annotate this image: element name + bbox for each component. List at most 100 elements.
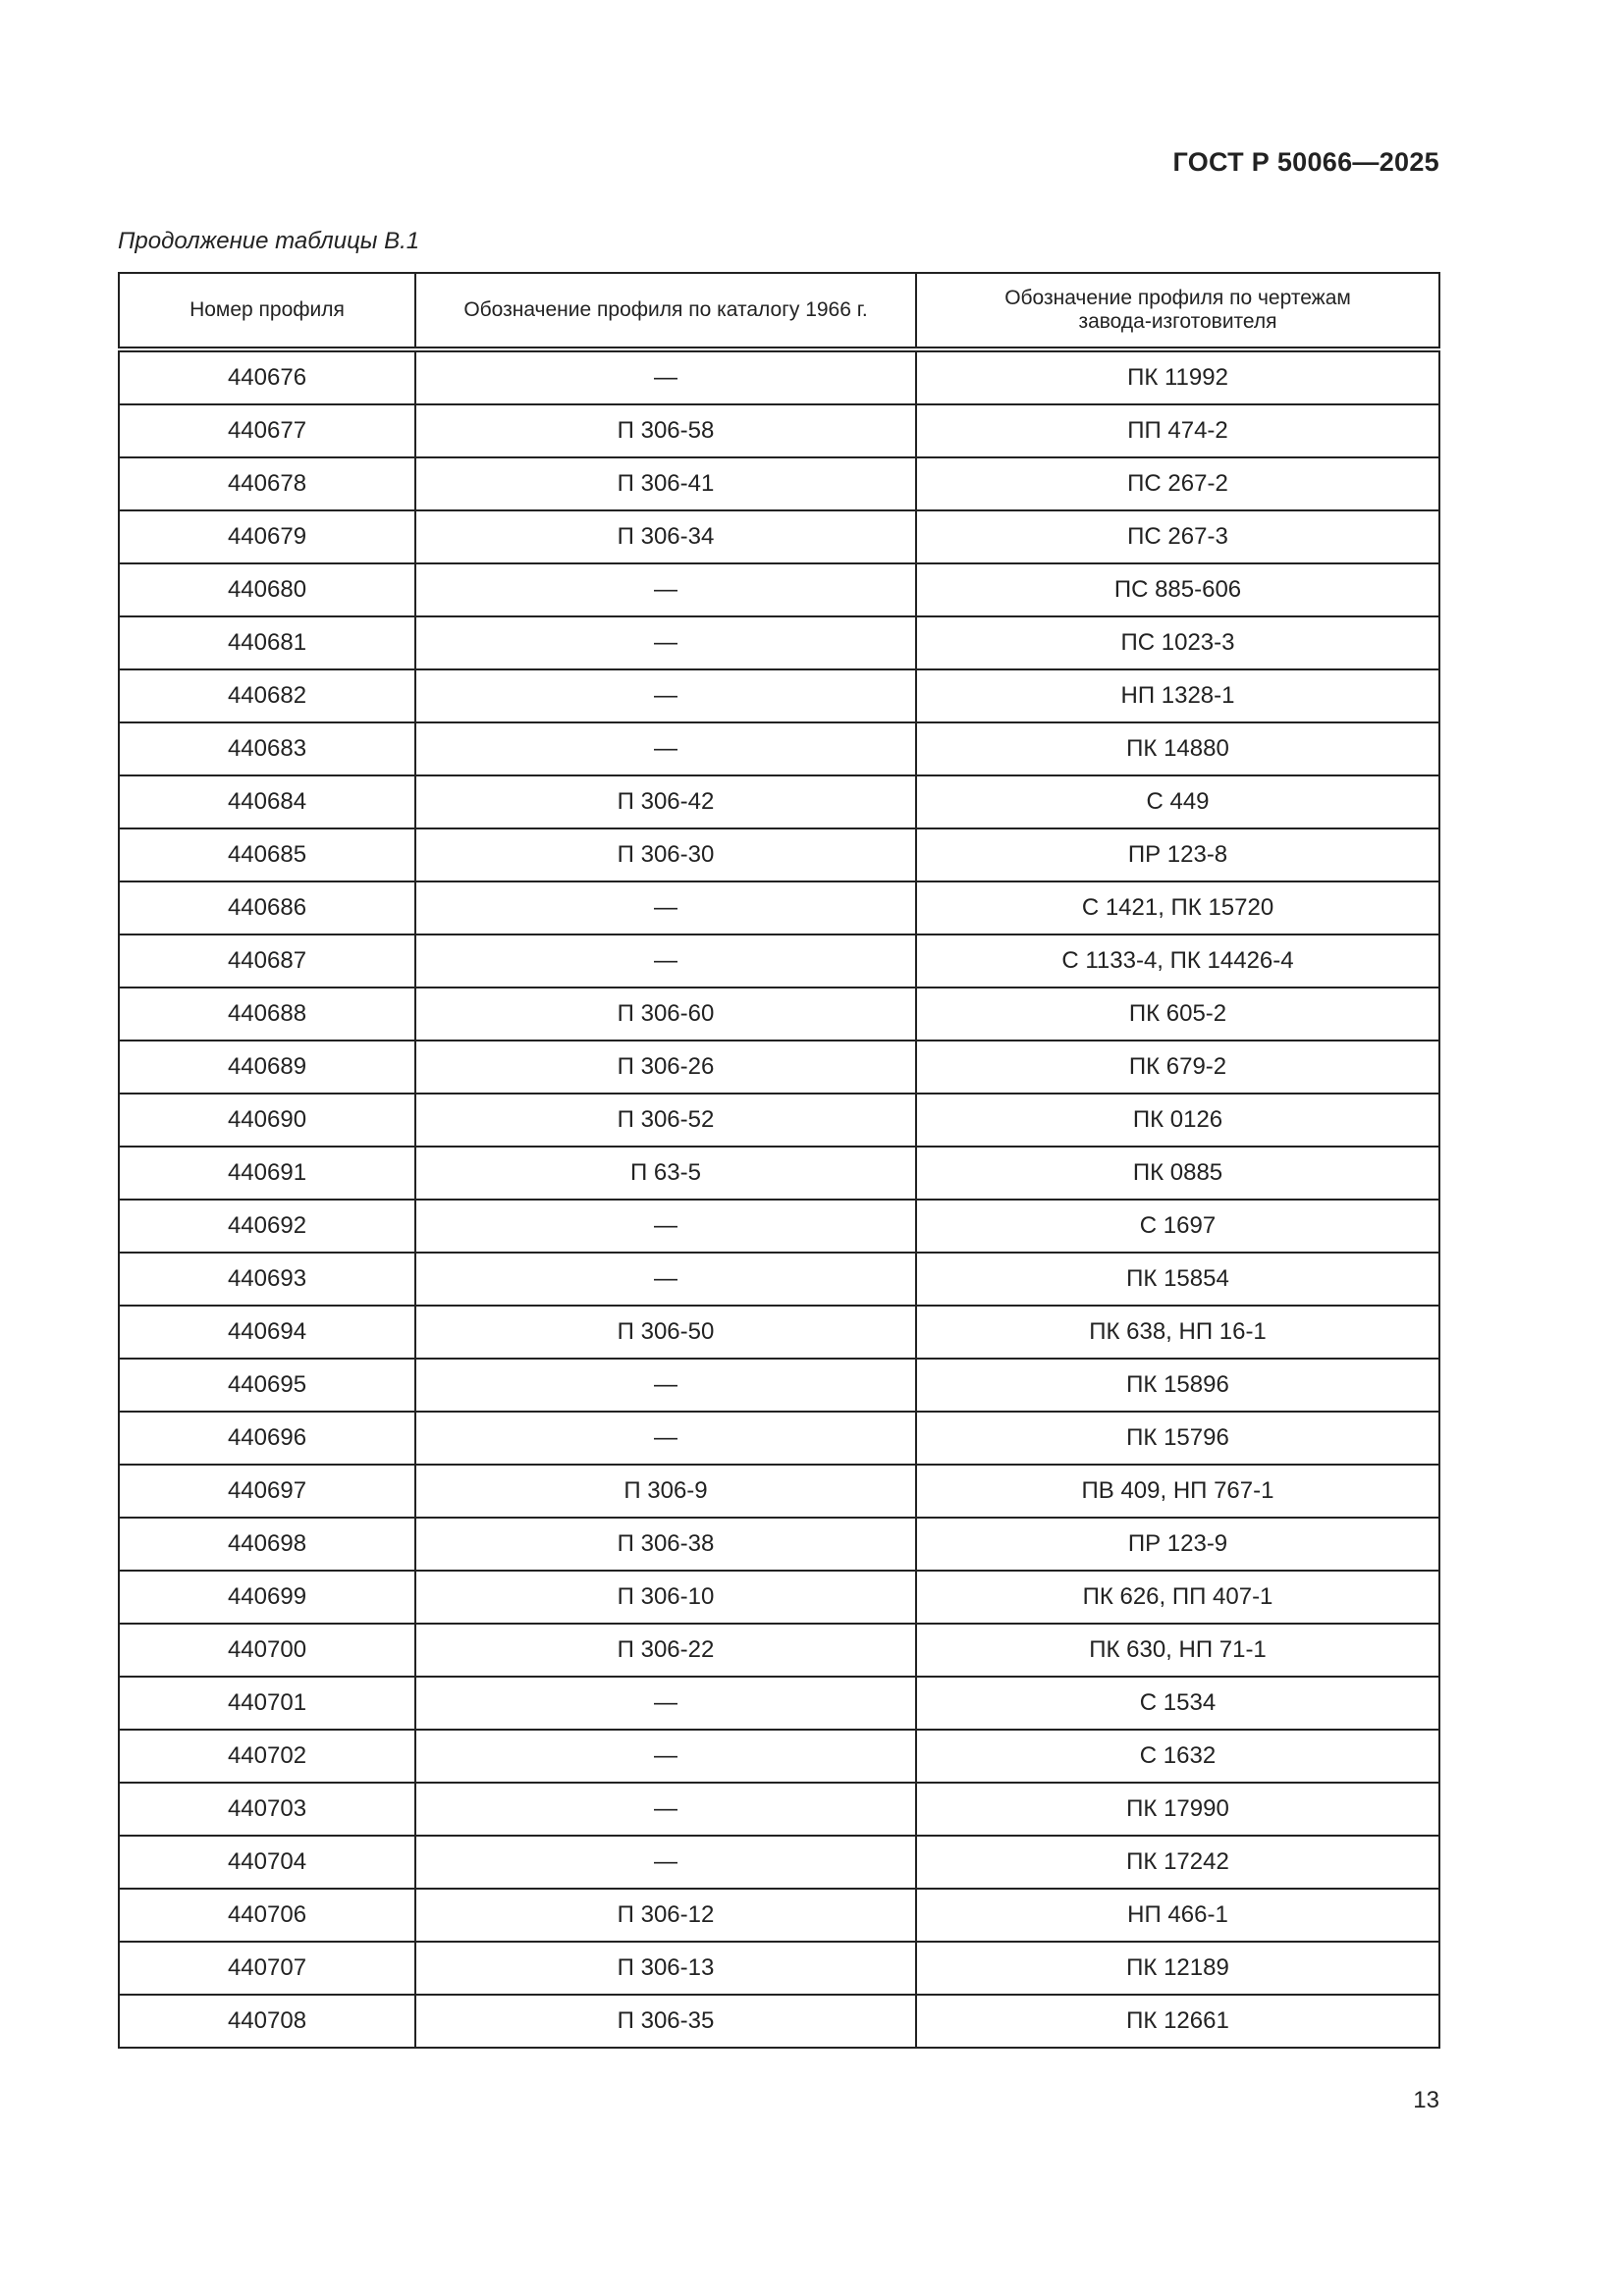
table-row: 440706 П 306-12 НП 466-1 [118,1888,1440,1943]
profile-number-cell: 440694 [118,1305,416,1360]
table-row: 440678 П 306-41 ПС 267-2 [118,456,1440,511]
manufacturer-drawing-cell: ПС 885-606 [915,562,1440,617]
profile-number-cell: 440689 [118,1040,416,1095]
table-row: 440698 П 306-38 ПР 123-9 [118,1517,1440,1572]
catalog-1966-cell: П 306-52 [414,1093,917,1148]
table-row: 440692— С 1697 [118,1199,1440,1254]
catalog-1966-cell: П 306-34 [414,509,917,564]
catalog-1966-cell: П 306-60 [414,987,917,1041]
catalog-1966-cell: — [414,881,917,935]
catalog-1966-cell: — [414,668,917,723]
profile-number-cell: 440683 [118,721,416,776]
manufacturer-drawing-cell: С 1133-4, ПК 14426-4 [915,934,1440,988]
manufacturer-drawing-cell: ПК 14880 [915,721,1440,776]
table-row: 440694 П 306-50 ПК 638, НП 16-1 [118,1305,1440,1360]
catalog-1966-cell: П 306-22 [414,1623,917,1678]
profile-number-cell: 440684 [118,774,416,829]
profile-number-cell: 440678 [118,456,416,511]
manufacturer-drawing-cell: ПК 12661 [915,1994,1440,2049]
manufacturer-drawing-cell: ПП 474-2 [915,403,1440,458]
profile-number-cell: 440682 [118,668,416,723]
profile-number-cell: 440700 [118,1623,416,1678]
manufacturer-drawing-cell: ПР 123-8 [915,828,1440,882]
table-row: 440684 П 306-42 С 449 [118,774,1440,829]
table-row: 440677 П 306-58 ПП 474-2 [118,403,1440,458]
catalog-1966-cell: — [414,348,917,405]
profile-number-cell: 440685 [118,828,416,882]
table-row: 440708 П 306-35 ПК 12661 [118,1994,1440,2049]
manufacturer-drawing-cell: ПК 605-2 [915,987,1440,1041]
manufacturer-drawing-cell: ПК 630, НП 71-1 [915,1623,1440,1678]
table-row: 440701— С 1534 [118,1676,1440,1731]
catalog-1966-cell: П 306-12 [414,1888,917,1943]
profile-number-cell: 440696 [118,1411,416,1466]
table-row: 440707 П 306-13 ПК 12189 [118,1941,1440,1996]
catalog-1966-cell: П 306-50 [414,1305,917,1360]
manufacturer-drawing-cell: ПК 0885 [915,1146,1440,1201]
profile-number-cell: 440699 [118,1570,416,1625]
catalog-1966-cell: — [414,934,917,988]
table-row: 440682— НП 1328-1 [118,668,1440,723]
profile-number-cell: 440703 [118,1782,416,1837]
profile-number-cell: 440706 [118,1888,416,1943]
catalog-1966-cell: П 306-42 [414,774,917,829]
manufacturer-drawing-cell: ПК 15854 [915,1252,1440,1307]
table-row: 440703— ПК 17990 [118,1782,1440,1837]
column-header-catalog-1966: Обозначение профиля по каталогу 1966 г. [414,272,917,352]
catalog-1966-cell: — [414,562,917,617]
manufacturer-drawing-cell: ПС 267-3 [915,509,1440,564]
catalog-1966-cell: П 306-58 [414,403,917,458]
manufacturer-drawing-cell: С 1632 [915,1729,1440,1784]
profile-number-cell: 440707 [118,1941,416,1996]
table-row: 440696— ПК 15796 [118,1411,1440,1466]
profile-number-cell: 440698 [118,1517,416,1572]
profile-number-cell: 440686 [118,881,416,935]
manufacturer-drawing-cell: ПК 11992 [915,348,1440,405]
table-row: 440693— ПК 15854 [118,1252,1440,1307]
catalog-1966-cell: П 306-13 [414,1941,917,1996]
manufacturer-drawing-cell: ПК 15796 [915,1411,1440,1466]
table-row: 440704— ПК 17242 [118,1835,1440,1890]
table-row: 440683— ПК 14880 [118,721,1440,776]
manufacturer-drawing-cell: ПК 17242 [915,1835,1440,1890]
catalog-1966-cell: П 306-41 [414,456,917,511]
catalog-1966-cell: — [414,1782,917,1837]
catalog-1966-cell: — [414,1676,917,1731]
profile-number-cell: 440676 [118,348,416,405]
table-row: 440695— ПК 15896 [118,1358,1440,1413]
profile-number-cell: 440692 [118,1199,416,1254]
catalog-1966-cell: П 306-9 [414,1464,917,1519]
manufacturer-drawing-cell: НП 466-1 [915,1888,1440,1943]
table-row: 440702— С 1632 [118,1729,1440,1784]
catalog-1966-cell: — [414,1252,917,1307]
catalog-1966-cell: П 306-35 [414,1994,917,2049]
manufacturer-drawing-cell: ПК 626, ПП 407-1 [915,1570,1440,1625]
table-row: 440687— С 1133-4, ПК 14426-4 [118,934,1440,988]
manufacturer-drawing-cell: ПК 638, НП 16-1 [915,1305,1440,1360]
table-row: 440685 П 306-30 ПР 123-8 [118,828,1440,882]
profile-number-cell: 440680 [118,562,416,617]
manufacturer-drawing-cell: С 1421, ПК 15720 [915,881,1440,935]
profile-number-cell: 440704 [118,1835,416,1890]
catalog-1966-cell: — [414,721,917,776]
manufacturer-drawing-cell: С 1534 [915,1676,1440,1731]
table-row: 440697 П 306-9 ПВ 409, НП 767-1 [118,1464,1440,1519]
catalog-1966-cell: — [414,1729,917,1784]
catalog-1966-cell: П 306-10 [414,1570,917,1625]
catalog-1966-cell: — [414,1835,917,1890]
catalog-1966-cell: П 63-5 [414,1146,917,1201]
table-header-row: Номер профиля Обозначение профиля по кат… [118,272,1440,352]
page-number: 13 [1413,2087,1439,2113]
profile-table: Номер профиля Обозначение профиля по кат… [118,272,1440,2049]
catalog-1966-cell: П 306-38 [414,1517,917,1572]
table-caption: Продолжение таблицы В.1 [118,228,420,254]
profile-number-cell: 440695 [118,1358,416,1413]
profile-number-cell: 440697 [118,1464,416,1519]
table-row: 440681— ПС 1023-3 [118,615,1440,670]
table-row: 440686— С 1421, ПК 15720 [118,881,1440,935]
profile-number-cell: 440690 [118,1093,416,1148]
profile-number-cell: 440688 [118,987,416,1041]
profile-number-cell: 440677 [118,403,416,458]
column-header-profile-number: Номер профиля [118,272,416,352]
table-row: 440700 П 306-22 ПК 630, НП 71-1 [118,1623,1440,1678]
